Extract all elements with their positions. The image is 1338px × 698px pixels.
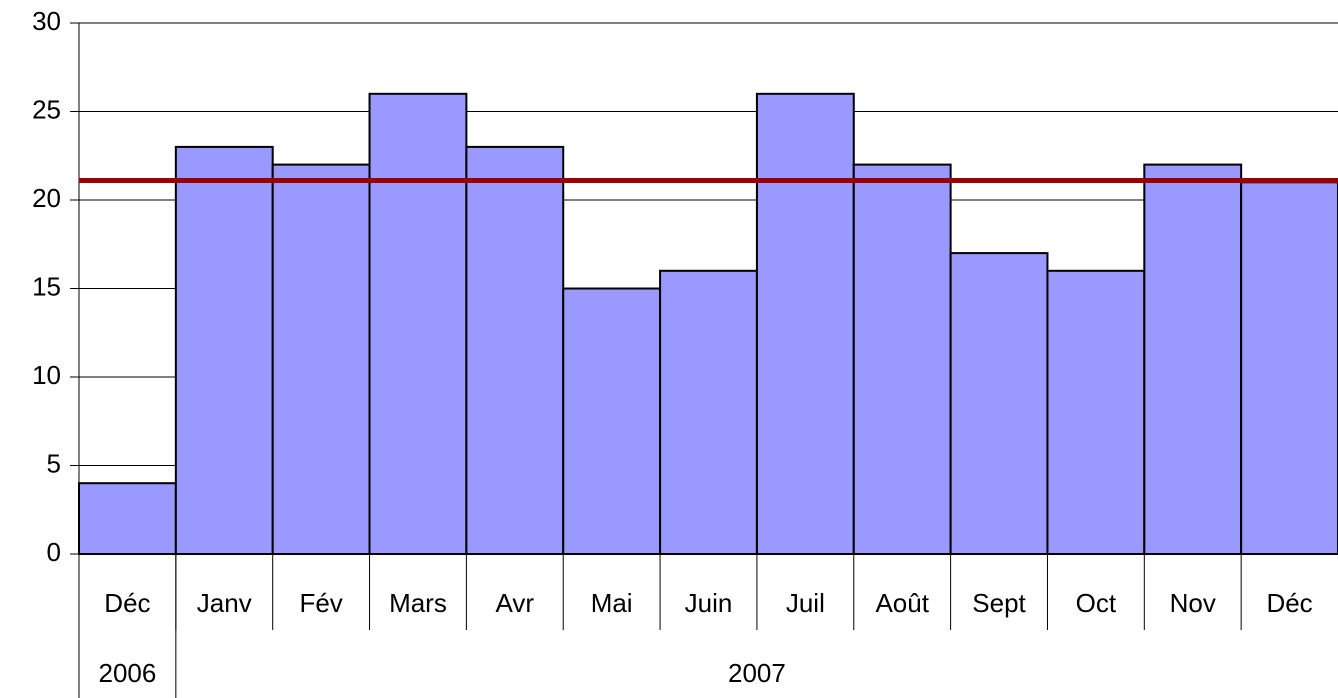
y-tick-label: 15 bbox=[32, 271, 61, 301]
bar bbox=[755, 92, 855, 556]
x-tick-label: Déc bbox=[1266, 588, 1312, 618]
bar bbox=[659, 269, 758, 555]
bar bbox=[1046, 269, 1146, 555]
y-tick-label: 10 bbox=[32, 360, 61, 390]
x-tick-label: Août bbox=[875, 588, 929, 618]
x-tick-label: Oct bbox=[1076, 588, 1117, 618]
x-tick-label: Mars bbox=[389, 588, 447, 618]
x-tick-label: Juil bbox=[786, 588, 825, 618]
x-tick-label: Juin bbox=[685, 588, 733, 618]
group-label: 2007 bbox=[728, 658, 786, 688]
x-tick-label: Nov bbox=[1170, 588, 1216, 618]
bar bbox=[271, 163, 371, 555]
x-tick-label: Déc bbox=[104, 588, 150, 618]
y-tick-label: 30 bbox=[32, 6, 61, 36]
group-label: 2006 bbox=[99, 658, 157, 688]
y-tick-label: 25 bbox=[32, 94, 61, 124]
y-tick-label: 20 bbox=[32, 183, 61, 213]
x-tick-label: Sept bbox=[972, 588, 1026, 618]
bar bbox=[1143, 163, 1243, 555]
x-tick-label: Mai bbox=[591, 588, 633, 618]
bar bbox=[465, 145, 565, 555]
x-tick-label: Janv bbox=[197, 588, 252, 618]
y-tick-label: 5 bbox=[47, 448, 61, 478]
x-tick-label: Avr bbox=[496, 588, 535, 618]
bar bbox=[949, 252, 1049, 555]
bar bbox=[368, 92, 468, 556]
x-tick-label: Fév bbox=[299, 588, 342, 618]
bar bbox=[562, 287, 662, 555]
bar bbox=[1240, 181, 1338, 556]
bar bbox=[852, 163, 952, 555]
bar bbox=[174, 145, 274, 555]
y-tick-label: 0 bbox=[47, 537, 61, 567]
bar bbox=[78, 482, 177, 556]
